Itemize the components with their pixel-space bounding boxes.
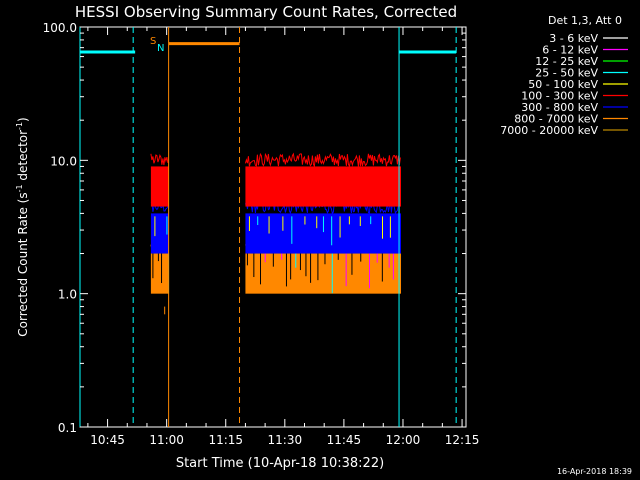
x-tick-label: 12:00 [386, 433, 421, 447]
legend-label: 50 - 100 keV [528, 78, 598, 91]
legend-label: 7000 - 20000 keV [500, 124, 598, 137]
y-tick-label: 0.1 [58, 421, 77, 435]
data-layer [79, 27, 457, 427]
series-band [245, 253, 402, 294]
legend-label: 300 - 800 keV [521, 101, 598, 114]
x-tick-label: 11:00 [149, 433, 184, 447]
x-tick-label: 11:15 [208, 433, 243, 447]
x-tick-label: 11:30 [268, 433, 303, 447]
series-300-800keV-seg0 [150, 200, 169, 254]
axis-layer: 10:45 11:00 11:15 11:30 11:45 12:00 12:15 100.0… [43, 21, 480, 447]
series-trace [150, 153, 169, 166]
x-tick-label: 10:45 [90, 433, 125, 447]
x-tick-label: 12:15 [445, 433, 480, 447]
flag-label-n: N [157, 43, 164, 54]
series-100-300keV-seg0 [150, 153, 169, 207]
chart-title: HESSI Observing Summary Count Rates, Cor… [75, 3, 457, 21]
flag-label-s: S [150, 36, 156, 47]
legend-label: 6 - 12 keV [542, 44, 598, 57]
legend-header: Det 1,3, Att 0 [548, 14, 622, 27]
series-800-7000keV-seg1 [245, 238, 402, 294]
legend-label: 3 - 6 keV [549, 32, 598, 45]
legend-label: 25 - 50 keV [535, 67, 598, 80]
x-tick-label: 11:45 [327, 433, 362, 447]
timestamp: 16-Apr-2018 18:39 [557, 467, 632, 476]
series-band [150, 213, 169, 254]
series-100-300keV-seg1 [244, 152, 402, 207]
series-trace [244, 152, 401, 169]
y-tick-label: 1.0 [58, 288, 77, 302]
legend-label: 12 - 25 keV [535, 55, 598, 68]
x-axis-label: Start Time (10-Apr-18 10:38:22) [176, 456, 384, 471]
series-band [245, 166, 402, 207]
y-tick-label: 10.0 [50, 154, 77, 168]
y-tick-label: 100.0 [43, 21, 77, 35]
legend-label: 100 - 300 keV [521, 90, 598, 103]
legend-label: 800 - 7000 keV [514, 113, 598, 126]
series-band [150, 253, 169, 294]
y-axis-label: Corrected Count Rate (s-1 detector-1) [15, 117, 30, 336]
series-band [150, 166, 169, 207]
gap-marks-seg1 [246, 216, 394, 294]
